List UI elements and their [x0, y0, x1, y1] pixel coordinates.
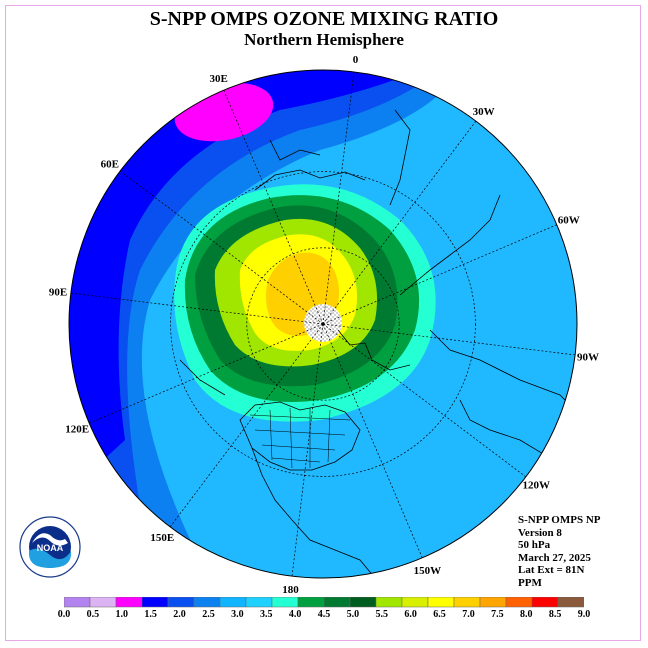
colorbar-swatch [323, 597, 351, 608]
colorbar-swatch [401, 597, 429, 608]
colorbar-label: 6.5 [433, 609, 446, 620]
colorbar-swatch [531, 597, 559, 608]
info-product: S-NPP OMPS NP [518, 514, 601, 526]
longitude-labels: 90E 60E 30E 0 30W 60W 90W 120W 150W 180 150E 120E [49, 54, 599, 596]
page-title: S-NPP OMPS OZONE MIXING RATIO [149, 8, 499, 30]
colorbar-swatch [115, 597, 143, 608]
longitude-label: 60E [101, 158, 119, 170]
info-lat-ext: Lat Ext = 81N [518, 564, 585, 576]
colorbar-label: 5.5 [375, 609, 389, 620]
us-state-borders [249, 407, 351, 469]
longitude-label: 30W [473, 106, 495, 118]
colorbar-swatch [349, 597, 377, 608]
colorbar-label: 2.5 [202, 609, 215, 620]
colorbar-swatch [453, 597, 481, 608]
colorbar-swatch [89, 597, 117, 608]
longitude-label: 60W [558, 215, 580, 227]
longitude-label: 180 [282, 584, 299, 596]
colorbar-label: 1.5 [144, 609, 157, 620]
longitude-label: 150E [150, 532, 174, 544]
longitude-label: 30E [210, 73, 228, 85]
colorbar-label: 6.0 [404, 609, 417, 620]
info-date: March 27, 2025 [518, 551, 591, 564]
colorbar-swatch [375, 597, 403, 608]
colorbar [64, 597, 584, 608]
colorbar-label: 8.0 [519, 609, 533, 620]
colorbar-swatch [505, 597, 533, 608]
colorbar-swatch [427, 597, 455, 608]
noaa-logo-text: NOAA [37, 543, 64, 553]
longitude-label: 90W [577, 352, 599, 364]
info-level: 50 hPa [518, 539, 551, 551]
coastlines [179, 109, 576, 578]
colorbar-label: 7.0 [462, 609, 475, 620]
colorbar-label: 8.5 [548, 609, 562, 620]
lat-lon-grid [70, 71, 576, 577]
ozone-field [69, 70, 577, 578]
latitude-circle [246, 247, 400, 401]
colorbar-label: 4.5 [317, 609, 331, 620]
colorbar-swatch [141, 597, 169, 608]
colorbar-label: 2.0 [173, 609, 186, 620]
longitude-label: 150W [414, 565, 442, 577]
page-subtitle: Northern Hemisphere [244, 30, 404, 49]
colorbar-swatch [64, 597, 91, 608]
colorbar-swatch [271, 597, 299, 608]
colorbar-label: 3.5 [259, 609, 273, 620]
colorbar-label: 4.0 [288, 609, 302, 620]
colorbar-label: 7.5 [491, 609, 504, 620]
colorbar-label: 0.5 [86, 609, 100, 620]
colorbar-swatch [479, 597, 507, 608]
globe-outline [68, 69, 578, 579]
noaa-logo: NOAA [19, 516, 81, 578]
info-units: PPM [518, 576, 542, 589]
latitude-circle [170, 171, 476, 477]
longitude-label: 0 [353, 54, 359, 66]
info-block: S-NPP OMPS NP Version 8 50 hPa March 27,… [518, 514, 601, 589]
colorbar-label: 9.0 [577, 609, 591, 620]
longitude-label: 120E [65, 423, 89, 435]
longitude-label: 120W [522, 480, 550, 492]
colorbar-label: 5.0 [346, 609, 360, 620]
colorbar-swatch [193, 597, 221, 608]
colorbar-swatch [245, 597, 273, 608]
colorbar-swatch [297, 597, 325, 608]
colorbar-label: 0.0 [57, 609, 71, 620]
colorbar-swatch [219, 597, 247, 608]
colorbar-label: 1.0 [115, 609, 129, 620]
page-frame [5, 5, 641, 641]
longitude-label: 90E [49, 286, 67, 298]
colorbar-swatch [167, 597, 195, 608]
info-version: Version 8 [518, 526, 562, 539]
colorbar-swatch [557, 597, 584, 608]
colorbar-label: 3.0 [231, 609, 244, 620]
